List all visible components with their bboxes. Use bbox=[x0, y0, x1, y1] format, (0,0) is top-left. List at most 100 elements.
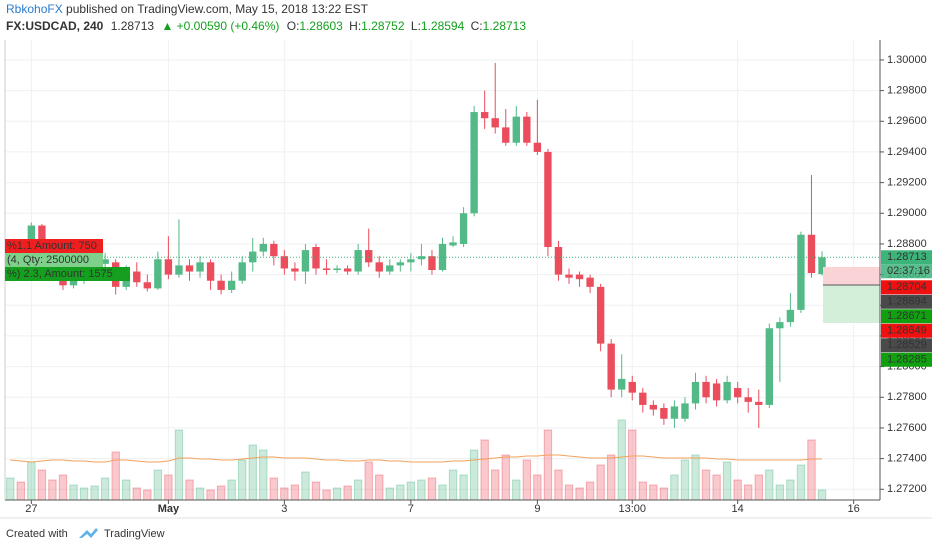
volume-bar bbox=[775, 484, 785, 501]
candle-body bbox=[428, 256, 436, 270]
candle-body bbox=[797, 234, 805, 310]
loss-zone bbox=[823, 267, 880, 285]
candle-body bbox=[143, 282, 152, 289]
y-tick-label: 1.30000 bbox=[887, 54, 927, 66]
volume-bar bbox=[480, 439, 489, 501]
candle-body bbox=[407, 259, 415, 263]
candle-body bbox=[386, 265, 394, 272]
price-marker-box bbox=[881, 323, 932, 338]
candle-body bbox=[776, 322, 784, 329]
logo bbox=[79, 528, 98, 538]
profit-zone bbox=[823, 285, 880, 323]
candle-body bbox=[818, 257, 826, 275]
h-value: 1.28752 bbox=[361, 19, 405, 33]
candle-body bbox=[375, 262, 383, 272]
candle-body bbox=[744, 397, 752, 402]
price-marker-label: 1.28649 bbox=[887, 325, 927, 337]
volume-bar bbox=[459, 474, 468, 501]
candle-body bbox=[575, 274, 584, 280]
y-tick-label: 1.29600 bbox=[887, 115, 927, 127]
volume-bar bbox=[807, 439, 816, 501]
volume-bar bbox=[122, 479, 131, 501]
l-label: L: bbox=[411, 19, 421, 33]
overlays: %1.1 Amount: 750 (4, Qty: 2500000 %) 2.3, … bbox=[5, 239, 130, 281]
volume-bar bbox=[353, 479, 363, 501]
candle-body bbox=[333, 268, 341, 270]
overlay-box bbox=[5, 267, 130, 281]
candle-body bbox=[459, 213, 468, 244]
volume-bar bbox=[701, 469, 711, 501]
volume-bar bbox=[438, 484, 447, 501]
price-marker-label: 1.28285 bbox=[887, 354, 927, 366]
candle-body bbox=[396, 262, 405, 266]
candle-body bbox=[343, 268, 352, 272]
volume-bar bbox=[512, 479, 521, 501]
symbol-line: FX:USDCAD, 240 1.28713 ▲ +0.00590 (+0.46… bbox=[6, 19, 526, 33]
volume-bar bbox=[649, 484, 658, 501]
volume-bar bbox=[564, 484, 574, 501]
x-tick-label: 27 bbox=[25, 503, 37, 515]
candle-body bbox=[702, 381, 710, 398]
volume-bar bbox=[227, 479, 236, 501]
x-tick-label: 14 bbox=[732, 503, 744, 515]
header-line: RbkohoFX published on TradingView.com, M… bbox=[6, 2, 369, 16]
o-value: 1.28603 bbox=[299, 19, 343, 33]
candle-body bbox=[270, 243, 278, 257]
x-tick-label: 16 bbox=[848, 503, 860, 515]
o-label: O: bbox=[287, 19, 300, 33]
volume-bar bbox=[596, 464, 605, 501]
volume-bar bbox=[417, 479, 426, 501]
price-marker-box bbox=[881, 309, 932, 324]
candle-body bbox=[280, 256, 289, 269]
x-tick-label: 3 bbox=[281, 503, 287, 515]
l-value: 1.28594 bbox=[421, 19, 465, 33]
volume-bar bbox=[406, 481, 416, 501]
volume-bar bbox=[90, 485, 99, 501]
volume-bar bbox=[174, 429, 184, 501]
y-tick-label: 1.29200 bbox=[887, 177, 927, 189]
volume-bar bbox=[680, 459, 690, 501]
candle-body bbox=[312, 247, 320, 269]
change: ▲ +0.00590 (+0.46%) bbox=[161, 19, 279, 33]
candle-body bbox=[628, 381, 636, 393]
volume-bar bbox=[722, 461, 732, 501]
volume-bar bbox=[670, 474, 679, 501]
volume-bar bbox=[543, 429, 553, 501]
candle-body bbox=[723, 381, 731, 401]
volume-layer bbox=[6, 419, 827, 501]
candle-body bbox=[596, 286, 605, 344]
candle-body bbox=[480, 112, 489, 119]
volume-bar bbox=[332, 487, 342, 501]
volume-bar bbox=[754, 474, 763, 501]
volume-bar bbox=[585, 481, 595, 501]
last: 1.28713 bbox=[111, 19, 155, 33]
price-marker-label: 1.28529 bbox=[887, 339, 927, 351]
overlay-text: %) 2.3, Amount: 1575 bbox=[7, 268, 113, 280]
candle-body bbox=[649, 404, 658, 410]
candle-body bbox=[660, 408, 668, 419]
candle-body bbox=[712, 383, 721, 401]
candle-body bbox=[733, 388, 742, 398]
candle-body bbox=[438, 243, 447, 270]
candle-body bbox=[238, 262, 246, 281]
footer-brand[interactable]: TradingView bbox=[104, 528, 165, 540]
volume-bar bbox=[143, 489, 152, 501]
candle-body bbox=[765, 328, 773, 405]
candle-body bbox=[291, 268, 299, 272]
candle-body bbox=[322, 268, 331, 270]
candle-body bbox=[196, 262, 204, 272]
volume-bar bbox=[817, 489, 827, 501]
c-value: 1.28713 bbox=[483, 19, 527, 33]
y-tick-label: 1.27800 bbox=[887, 391, 927, 403]
volume-bar bbox=[575, 487, 584, 501]
h-label: H: bbox=[349, 19, 361, 33]
price-marker-label: 1.28704 bbox=[887, 281, 927, 293]
volume-bar bbox=[501, 454, 510, 501]
volume-bar bbox=[6, 477, 15, 501]
volume-bar bbox=[153, 469, 163, 501]
volume-bar bbox=[469, 449, 479, 501]
price-marker-label: 1.28694 bbox=[887, 296, 927, 308]
volume-bar bbox=[522, 459, 532, 501]
volume-bar bbox=[765, 469, 774, 501]
